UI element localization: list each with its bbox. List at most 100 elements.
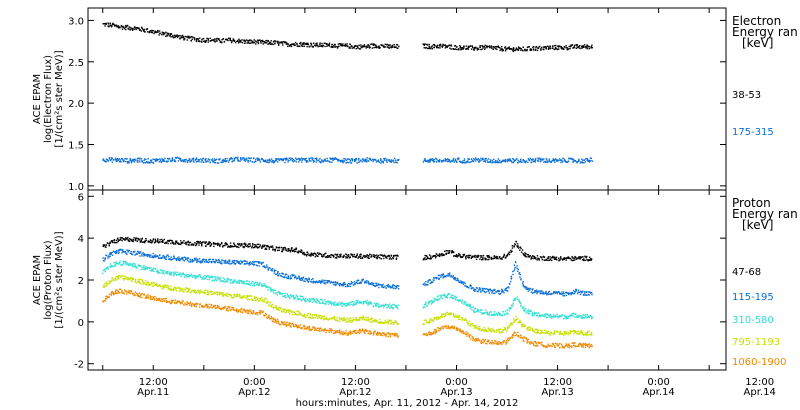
data-point — [571, 291, 574, 294]
data-point — [196, 276, 198, 278]
data-point — [355, 303, 357, 305]
data-point — [316, 44, 318, 46]
data-point — [351, 300, 354, 303]
data-point — [431, 45, 433, 47]
data-point — [222, 161, 224, 163]
data-point — [503, 253, 505, 256]
data-point — [349, 256, 351, 258]
data-point — [313, 252, 315, 255]
data-point — [465, 303, 468, 306]
data-point — [443, 275, 445, 278]
data-point — [359, 254, 361, 256]
data-point — [128, 160, 130, 163]
data-point — [423, 47, 425, 49]
data-point — [495, 291, 498, 293]
data-point — [503, 160, 505, 162]
data-point — [448, 159, 451, 161]
data-point — [259, 245, 261, 248]
data-point — [454, 299, 457, 301]
data-point — [582, 256, 584, 258]
data-point — [167, 242, 169, 245]
data-point — [149, 239, 152, 241]
data-point — [478, 255, 480, 257]
data-point — [390, 307, 393, 309]
data-point — [311, 317, 313, 319]
data-point — [341, 302, 344, 305]
data-point — [376, 257, 378, 260]
data-point — [129, 159, 131, 162]
data-point — [158, 257, 160, 259]
data-point — [368, 301, 371, 303]
data-point — [131, 160, 133, 163]
data-point — [164, 256, 166, 258]
data-point — [197, 242, 199, 244]
data-point — [180, 287, 182, 290]
data-point — [282, 273, 284, 275]
data-point — [249, 295, 251, 297]
data-point — [150, 254, 152, 256]
data-point — [206, 275, 208, 278]
data-point — [465, 45, 468, 47]
data-point — [549, 161, 552, 163]
data-point — [167, 240, 169, 242]
data-point — [293, 313, 296, 316]
data-point — [469, 304, 471, 307]
data-point — [175, 241, 178, 243]
data-point — [327, 256, 329, 258]
data-point — [247, 295, 250, 297]
data-point — [305, 161, 308, 163]
data-point — [184, 288, 186, 290]
data-point — [532, 158, 534, 160]
data-point — [314, 301, 317, 303]
data-point — [113, 261, 115, 264]
data-point — [365, 161, 368, 163]
data-point — [490, 311, 492, 313]
data-point — [315, 161, 318, 163]
data-point — [436, 44, 439, 47]
data-point — [509, 308, 512, 310]
data-point — [216, 244, 219, 246]
data-point — [116, 279, 118, 281]
data-point — [432, 44, 435, 46]
data-point — [363, 255, 365, 257]
data-point — [438, 277, 440, 279]
data-point — [258, 265, 260, 267]
data-point — [368, 303, 370, 305]
data-point — [576, 45, 578, 47]
data-point — [313, 300, 315, 302]
data-point — [444, 275, 446, 277]
data-point — [211, 258, 214, 261]
data-point — [353, 281, 356, 283]
data-point — [128, 239, 130, 242]
data-point — [209, 261, 211, 263]
data-point — [152, 240, 154, 242]
data-point — [457, 300, 459, 302]
data-point — [104, 285, 106, 288]
data-point — [181, 34, 184, 37]
data-point — [461, 301, 463, 303]
data-point — [328, 303, 330, 305]
data-point — [366, 45, 368, 48]
data-point — [441, 253, 443, 255]
data-point — [317, 45, 319, 48]
data-point — [189, 291, 192, 294]
data-point — [587, 160, 589, 162]
data-point — [332, 157, 335, 160]
data-point — [117, 237, 119, 239]
data-point — [279, 272, 281, 275]
data-point — [268, 161, 270, 164]
data-point — [121, 26, 123, 28]
data-point — [535, 290, 538, 293]
data-point — [225, 38, 228, 41]
data-point — [307, 312, 309, 315]
data-point — [504, 46, 507, 48]
data-point — [261, 262, 264, 264]
data-point — [122, 262, 124, 264]
data-point — [449, 272, 451, 274]
data-point — [576, 161, 579, 163]
data-point — [165, 271, 168, 273]
data-point — [165, 272, 167, 274]
data-point — [176, 34, 178, 36]
data-point — [198, 159, 201, 161]
data-point — [578, 160, 580, 163]
